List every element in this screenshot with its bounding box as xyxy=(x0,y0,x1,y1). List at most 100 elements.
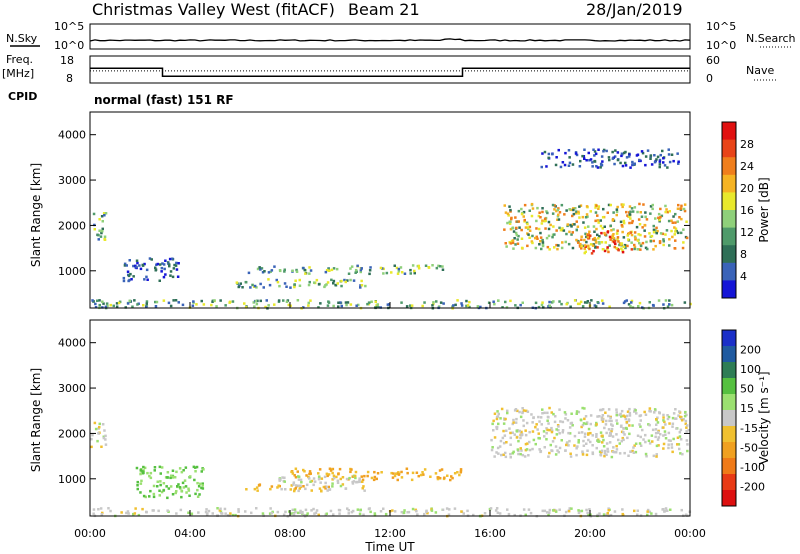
velocity-cell xyxy=(657,436,661,439)
velocity-cell xyxy=(655,423,658,426)
power-cell xyxy=(634,236,637,240)
power-cell xyxy=(610,236,613,240)
velocity-cell xyxy=(647,439,651,442)
power-cell xyxy=(94,306,98,309)
velocity-cell xyxy=(654,431,658,435)
power-cell xyxy=(213,299,216,302)
power-cell xyxy=(569,305,572,308)
power-cell xyxy=(256,267,260,271)
velocity-cell xyxy=(569,452,572,455)
velocity-cell xyxy=(171,493,175,496)
power-cell xyxy=(390,271,393,274)
velocity-cell xyxy=(517,452,520,456)
velocity-cell xyxy=(604,449,607,453)
velocity-cell xyxy=(281,476,284,479)
velocity-cell xyxy=(518,410,521,414)
power-cell xyxy=(648,232,651,235)
power-cell xyxy=(326,281,330,284)
power-cell xyxy=(581,154,584,158)
velocity-cell xyxy=(599,408,602,412)
power-cell xyxy=(528,229,532,232)
velocity-cell xyxy=(587,427,591,431)
velocity-cell xyxy=(575,412,578,415)
power-cell xyxy=(349,278,352,282)
power-cell xyxy=(505,306,509,309)
velocity-cell xyxy=(550,411,553,414)
power-cell xyxy=(520,228,523,232)
velocity-cell xyxy=(656,438,660,441)
velocity-cell xyxy=(662,416,665,419)
power-cell xyxy=(612,228,615,231)
x-tick-label: 08:00 xyxy=(274,527,306,540)
velocity-cell xyxy=(656,416,659,419)
velocity-cell xyxy=(678,435,682,438)
velocity-cell xyxy=(659,433,662,436)
power-cell xyxy=(680,217,683,221)
power-cell xyxy=(97,233,100,237)
power-cell xyxy=(556,218,559,221)
power-cell xyxy=(435,266,439,270)
velocity-cell xyxy=(656,421,660,424)
power-cell xyxy=(359,286,362,289)
velocity-cell xyxy=(570,412,573,415)
power-cell xyxy=(267,278,270,281)
velocity-cell xyxy=(557,425,560,428)
velocity-cell xyxy=(622,431,625,434)
velocity-cell xyxy=(159,472,162,475)
velocity-cell xyxy=(297,478,301,481)
velocity-cell xyxy=(363,474,366,478)
velocity-cell xyxy=(456,471,459,474)
velocity-cell xyxy=(610,419,613,423)
velocity-cell xyxy=(373,470,376,474)
velocity-cell xyxy=(303,470,306,473)
velocity-cell xyxy=(620,424,623,427)
power-cell xyxy=(210,303,213,307)
power-cell xyxy=(367,301,371,304)
velocity-cell xyxy=(145,510,148,514)
power-cell xyxy=(594,245,597,249)
colorbar-swatch xyxy=(722,442,736,459)
velocity-cell xyxy=(685,430,688,433)
power-cell xyxy=(627,303,631,306)
power-cell xyxy=(652,248,655,251)
velocity-cell xyxy=(617,438,620,442)
velocity-cell xyxy=(589,422,592,426)
power-cell xyxy=(609,224,612,227)
power-cell xyxy=(308,266,311,269)
power-cell xyxy=(360,267,363,270)
velocity-cell xyxy=(509,443,512,446)
power-cell xyxy=(332,279,336,283)
power-cell xyxy=(635,225,639,229)
power-cell xyxy=(583,157,586,160)
power-cell xyxy=(98,218,101,221)
power-cell xyxy=(269,270,272,273)
velocity-cell xyxy=(405,467,409,470)
power-cell xyxy=(649,154,653,157)
power-cell xyxy=(657,212,661,216)
power-cell xyxy=(432,301,435,304)
velocity-cell xyxy=(362,513,365,516)
power-cell xyxy=(561,227,564,230)
velocity-cell xyxy=(149,476,153,480)
velocity-cell xyxy=(666,509,669,512)
power-cell xyxy=(347,272,351,275)
velocity-cell xyxy=(407,510,411,514)
power-cell xyxy=(666,305,670,308)
power-cell xyxy=(655,158,658,161)
velocity-cell xyxy=(522,508,526,511)
power-cell xyxy=(606,246,609,249)
power-cell xyxy=(540,222,544,225)
velocity-cell xyxy=(589,414,593,417)
velocity-cell xyxy=(585,453,589,457)
power-cell xyxy=(593,150,597,153)
nsky-tick-bottom: 10^0 xyxy=(54,39,84,52)
velocity-cell xyxy=(308,470,312,473)
velocity-cell xyxy=(296,470,299,473)
velocity-cell xyxy=(255,486,259,489)
power-cell xyxy=(285,300,289,303)
velocity-cell xyxy=(652,454,656,458)
velocity-cell xyxy=(686,424,689,427)
power-cell xyxy=(540,303,544,307)
power-cell xyxy=(674,221,677,224)
power-cell xyxy=(616,229,619,232)
